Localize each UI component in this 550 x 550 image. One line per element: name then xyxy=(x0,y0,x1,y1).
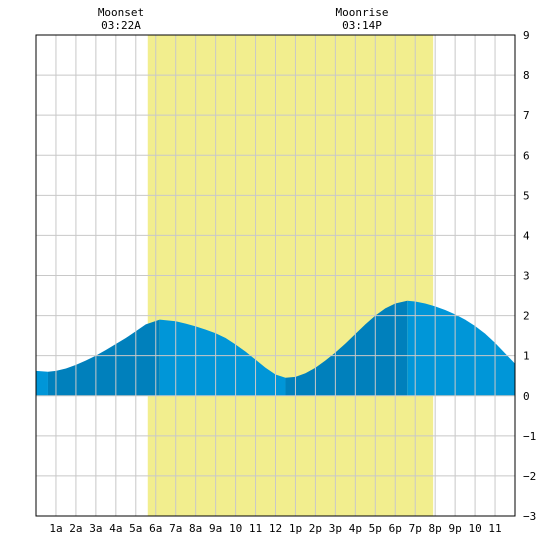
moonrise-time: 03:14P xyxy=(342,19,382,32)
y-tick-label: 5 xyxy=(523,189,530,202)
moonset-label: Moonset xyxy=(98,6,144,19)
y-tick-label: 9 xyxy=(523,29,530,42)
x-tick-label: 10 xyxy=(229,522,242,535)
x-tick-label: 5a xyxy=(129,522,142,535)
x-tick-label: 9p xyxy=(449,522,462,535)
moonrise-label: Moonrise xyxy=(336,6,389,19)
x-tick-label: 1p xyxy=(289,522,302,535)
x-tick-label: 2p xyxy=(309,522,322,535)
moon-events: Moonset 03:22A Moonrise 03:14P xyxy=(98,6,389,32)
x-tick-label: 6p xyxy=(389,522,402,535)
x-tick-label: 3a xyxy=(89,522,102,535)
tide-area-falling xyxy=(407,300,515,396)
x-tick-label: 8p xyxy=(429,522,442,535)
x-tick-label: 12 xyxy=(269,522,282,535)
y-tick-label: −2 xyxy=(523,470,536,483)
x-tick-label: 7a xyxy=(169,522,182,535)
moonset-time: 03:22A xyxy=(101,19,141,32)
x-axis-ticks: 1a 2a 3a 4a 5a 6a 7a 8a 9a 10 11 12 1p 2p 3p 4p 5p 6p 7p 8p… xyxy=(49,522,501,535)
y-tick-label: 0 xyxy=(523,390,530,403)
y-tick-label: 8 xyxy=(523,69,530,82)
y-tick-label: 6 xyxy=(523,149,530,162)
x-tick-label: 11 xyxy=(488,522,501,535)
y-tick-label: −3 xyxy=(523,510,536,523)
x-tick-label: 8a xyxy=(189,522,202,535)
y-tick-label: 4 xyxy=(523,229,530,242)
y-tick-label: 2 xyxy=(523,310,530,323)
y-tick-label: −1 xyxy=(523,430,536,443)
x-tick-label: 11 xyxy=(249,522,262,535)
y-tick-label: 3 xyxy=(523,270,530,283)
tide-area-falling xyxy=(36,370,48,396)
plot-frame xyxy=(35,34,516,517)
grid-layer xyxy=(36,35,515,516)
x-tick-label: 2a xyxy=(69,522,82,535)
x-tick-label: 3p xyxy=(329,522,342,535)
x-tick-label: 4a xyxy=(109,522,122,535)
y-axis-ticks: 9 8 7 6 5 4 3 2 1 0 −1 −2 −3 xyxy=(523,29,536,523)
tide-area-falling xyxy=(159,319,286,396)
x-tick-label: 4p xyxy=(349,522,362,535)
tide-layer xyxy=(36,300,515,396)
x-tick-label: 1a xyxy=(49,522,62,535)
x-tick-label: 10 xyxy=(468,522,481,535)
x-tick-label: 5p xyxy=(369,522,382,535)
y-tick-label: 7 xyxy=(523,109,530,122)
x-tick-label: 6a xyxy=(149,522,162,535)
x-tick-label: 7p xyxy=(409,522,422,535)
y-tick-label: 1 xyxy=(523,350,530,363)
x-tick-label: 9a xyxy=(209,522,222,535)
